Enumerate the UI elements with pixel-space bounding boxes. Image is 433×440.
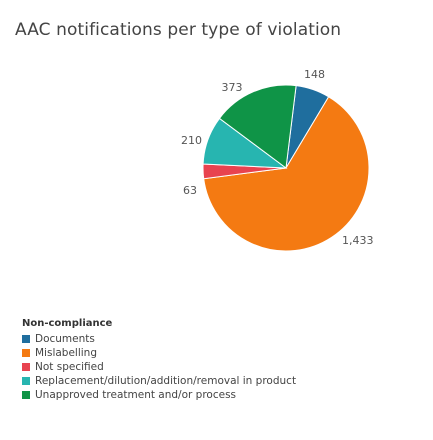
slice-value-label: 63 <box>183 184 197 197</box>
legend-item-not-specified[interactable]: Not specified <box>22 360 296 374</box>
legend-item-documents[interactable]: Documents <box>22 332 296 346</box>
pie-slice-unapproved-treatment-and-or-process[interactable] <box>218 84 297 169</box>
legend-item-mislabelling[interactable]: Mislabelling <box>22 346 296 360</box>
legend-title: Non-compliance <box>22 318 113 329</box>
legend-label: Mislabelling <box>35 347 97 359</box>
legend-item-replacement[interactable]: Replacement/dilution/addition/removal in… <box>22 374 296 388</box>
legend-label: Not specified <box>35 361 104 373</box>
slice-value-label: 1,433 <box>342 234 374 247</box>
slice-value-label: 210 <box>181 134 202 147</box>
legend-label: Unapproved treatment and/or process <box>35 389 237 401</box>
legend-swatch <box>22 335 30 343</box>
legend-label: Replacement/dilution/addition/removal in… <box>35 375 297 387</box>
slice-value-label: 373 <box>222 81 243 94</box>
legend-label: Documents <box>35 333 95 345</box>
legend: Non-compliance Documents Mislabelling No… <box>22 318 296 402</box>
legend-swatch <box>22 377 30 385</box>
legend-item-unapproved-treatment[interactable]: Unapproved treatment and/or process <box>22 388 296 402</box>
chart-title: AAC notifications per type of violation <box>15 20 342 40</box>
pie-slice-mislabelling[interactable] <box>203 96 370 252</box>
legend-swatch <box>22 363 30 371</box>
slice-value-label: 148 <box>304 68 325 81</box>
legend-swatch <box>22 349 30 357</box>
pie-chart: 148 1,433 63 210 373 <box>181 68 374 252</box>
legend-swatch <box>22 391 30 399</box>
